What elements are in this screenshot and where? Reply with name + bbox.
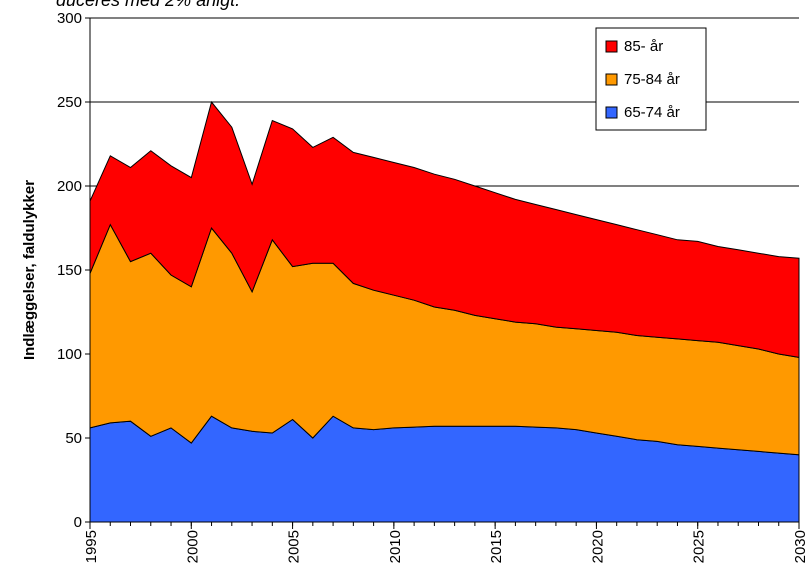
x-tick-label: 1995 xyxy=(83,530,100,563)
x-tick-label: 2030 xyxy=(792,530,808,563)
area xyxy=(89,100,800,358)
legend-label: 85- år xyxy=(624,38,663,55)
legend-swatch xyxy=(605,73,618,86)
y-tick-label: 300 xyxy=(57,10,82,27)
x-tick-label: 2020 xyxy=(589,530,606,563)
legend: 85- år 75-84 år 65-74 år xyxy=(595,27,707,131)
legend-swatch xyxy=(605,106,618,119)
y-tick-label: 250 xyxy=(57,94,82,111)
x-tick-label: 2010 xyxy=(387,530,404,563)
x-tick-label: 2000 xyxy=(184,530,201,563)
x-tick-label: 2005 xyxy=(286,530,303,563)
x-tick-label: 2015 xyxy=(488,530,505,563)
y-tick-label: 100 xyxy=(57,346,82,363)
legend-swatch xyxy=(605,40,618,53)
y-axis-label: Indlæggelser, faldulykker xyxy=(21,180,38,360)
x-tick-label: 2025 xyxy=(691,530,708,563)
legend-label: 65-74 år xyxy=(624,104,680,121)
y-tick-label: 0 xyxy=(74,514,82,531)
legend-label: 75-84 år xyxy=(624,71,680,88)
y-tick-label: 200 xyxy=(57,178,82,195)
y-tick-label: 50 xyxy=(65,430,82,447)
chart-title: duceres med 2% årligt. xyxy=(56,0,240,10)
y-tick-label: 150 xyxy=(57,262,82,279)
